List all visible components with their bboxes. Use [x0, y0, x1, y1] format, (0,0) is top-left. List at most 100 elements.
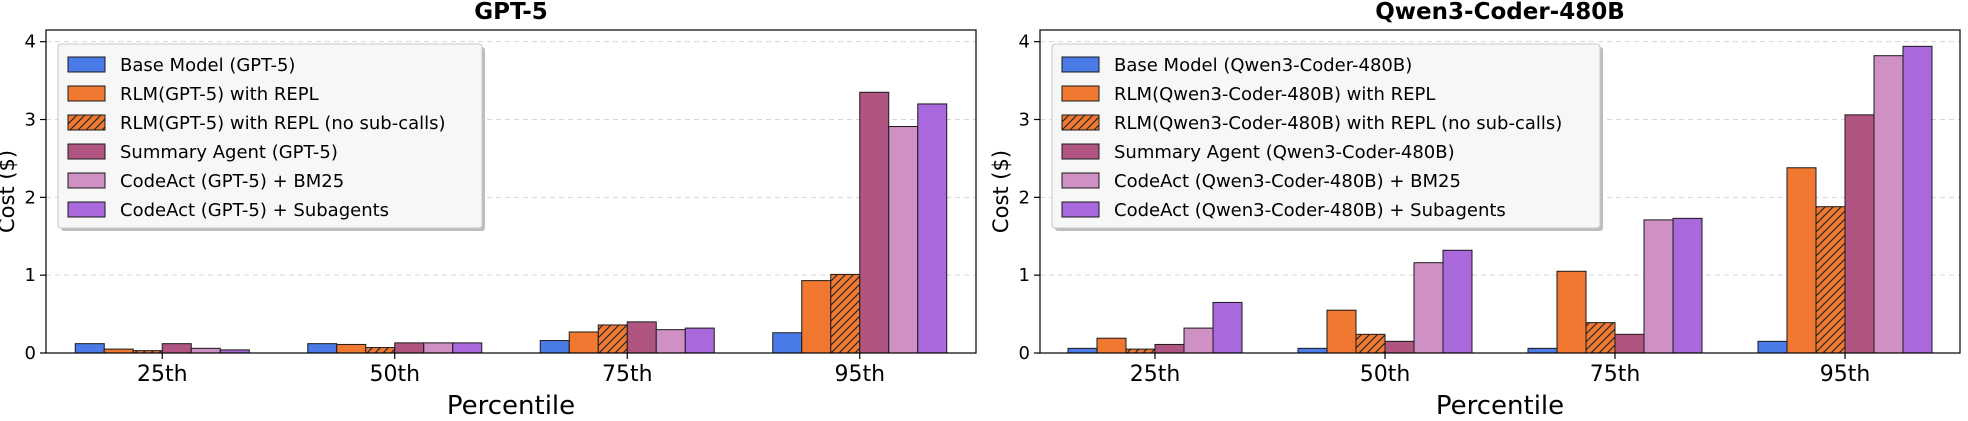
bar [1212, 301, 1243, 354]
legend-swatch [67, 85, 106, 102]
legend-swatch [67, 172, 106, 189]
bar [1067, 347, 1098, 354]
y-tick-label: 3 [25, 110, 36, 131]
bar [1442, 249, 1473, 354]
legend-entry: CodeAct (GPT-5) + BM25 [120, 171, 344, 192]
y-tick-label: 3 [1019, 110, 1030, 131]
y-tick-label: 4 [1019, 32, 1030, 53]
legend-swatch [1061, 143, 1100, 160]
y-tick-label: 0 [25, 343, 36, 364]
y-tick-label: 2 [1019, 187, 1030, 208]
bar [830, 273, 861, 354]
bar [1614, 333, 1645, 354]
bar [1873, 55, 1904, 354]
bar [1297, 347, 1328, 354]
legend-entry: Summary Agent (GPT-5) [120, 142, 338, 163]
bar [1556, 270, 1587, 354]
bar [190, 347, 221, 354]
bar [859, 91, 890, 354]
bar [655, 329, 686, 354]
chart-title: GPT-5 [474, 0, 548, 25]
x-tick-label: 75th [602, 362, 653, 387]
bar [161, 343, 192, 354]
legend-swatch [1061, 114, 1100, 131]
legend-entry: Base Model (Qwen3-Coder-480B) [1114, 55, 1412, 76]
bar [1786, 167, 1817, 354]
y-tick-label: 2 [25, 187, 36, 208]
chart-title: Qwen3-Coder-480B [1375, 0, 1625, 25]
x-tick-label: 75th [1590, 362, 1641, 387]
bar [539, 340, 570, 354]
x-tick-label: 50th [369, 362, 420, 387]
bar [1757, 340, 1788, 354]
bar [568, 331, 599, 354]
bar [917, 103, 948, 354]
bar [597, 324, 628, 354]
legend-swatch [67, 201, 106, 218]
legend-swatch [67, 56, 106, 73]
legend-entry: CodeAct (Qwen3-Coder-480B) + BM25 [1114, 171, 1461, 192]
x-tick-label: 95th [834, 362, 885, 387]
bar [1815, 206, 1846, 354]
legend-swatch [67, 114, 106, 131]
bar [1527, 347, 1558, 354]
legend-entry: RLM(GPT-5) with REPL (no sub-calls) [120, 113, 446, 134]
legend-swatch [67, 143, 106, 160]
bar [1413, 262, 1444, 354]
legend-entry: Base Model (GPT-5) [120, 55, 295, 76]
legend-box [57, 43, 483, 229]
bar [684, 327, 715, 354]
legend-swatch [1061, 172, 1100, 189]
chart-qwen3-coder: 0 1 2 3 4 25th 50th 75th 95th Qwen3-Coder-480B Per… [989, 0, 1961, 421]
bar [74, 343, 105, 354]
legend-entry: CodeAct (Qwen3-Coder-480B) + Subagents [1114, 200, 1506, 221]
legend-swatch [1061, 85, 1100, 102]
bar [1384, 340, 1415, 354]
legend-entry: Summary Agent (Qwen3-Coder-480B) [1114, 142, 1455, 163]
bar [307, 343, 338, 354]
bar [1355, 333, 1386, 354]
bar [1844, 114, 1875, 354]
bar [1585, 322, 1616, 354]
bar [1643, 219, 1674, 354]
legend: Base Model (Qwen3-Coder-480B) RLM(Qwen3-C… [1051, 43, 1603, 231]
bar [772, 332, 803, 354]
plot-frame [45, 29, 977, 354]
x-tick-label: 25th [137, 362, 188, 387]
legend-entry: RLM(GPT-5) with REPL [120, 84, 319, 105]
legend-box [1051, 43, 1601, 229]
chart-gpt5: 0 1 2 3 4 25th 50th 75th 95th GPT-5 Percentile Cost… [0, 0, 977, 421]
bar [888, 126, 919, 354]
bar [1096, 337, 1127, 354]
legend: Base Model (GPT-5) RLM(GPT-5) with REPL RL… [57, 43, 485, 231]
bar [1183, 327, 1214, 354]
plot-frame [1039, 29, 1961, 354]
legend-entry: RLM(Qwen3-Coder-480B) with REPL [1114, 84, 1435, 105]
bar [1326, 309, 1357, 354]
bar [626, 321, 657, 354]
bar [1154, 343, 1185, 354]
legend-entry: CodeAct (GPT-5) + Subagents [120, 200, 389, 221]
legend-swatch [1061, 56, 1100, 73]
bar [423, 342, 454, 354]
x-tick-label: 50th [1360, 362, 1411, 387]
x-tick-label: 25th [1130, 362, 1181, 387]
bar [452, 342, 483, 354]
bar [394, 342, 425, 354]
bar [801, 280, 832, 354]
bar [365, 347, 396, 354]
y-axis-label: Cost ($) [989, 150, 1013, 233]
bar [1672, 217, 1703, 354]
y-tick-label: 1 [1019, 265, 1030, 286]
y-axis-label: Cost ($) [0, 150, 19, 233]
y-tick-label: 0 [1019, 343, 1030, 364]
legend-entry: RLM(Qwen3-Coder-480B) with REPL (no sub-… [1114, 113, 1562, 134]
bar [336, 343, 367, 354]
legend-swatch [1061, 201, 1100, 218]
x-axis-label: Percentile [447, 391, 575, 421]
bar [1902, 45, 1933, 354]
y-tick-label: 1 [25, 265, 36, 286]
y-tick-label: 4 [25, 32, 36, 53]
x-axis-label: Percentile [1436, 391, 1564, 421]
